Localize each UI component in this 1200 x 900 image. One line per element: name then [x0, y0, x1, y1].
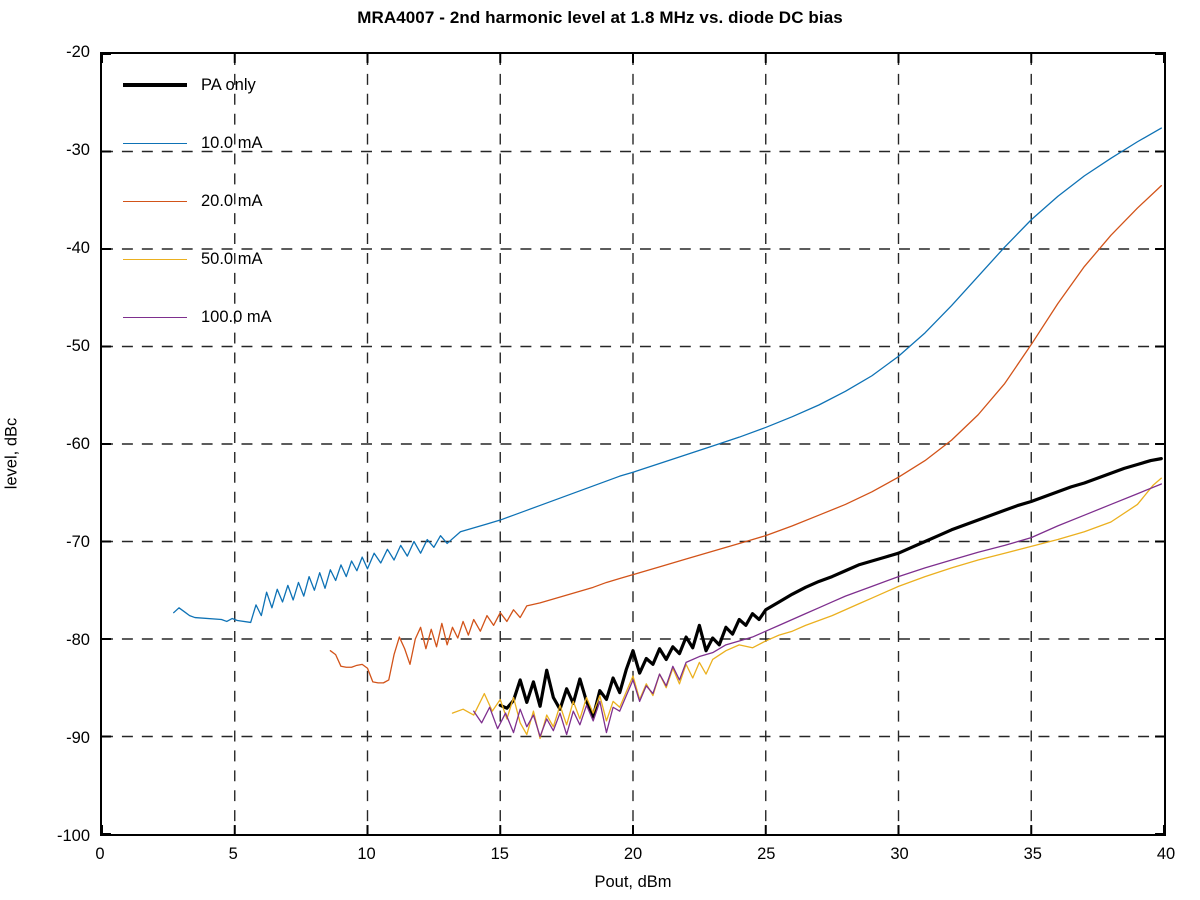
legend-item-1[interactable]: 10.0 mA: [123, 128, 262, 158]
gridlines: [102, 54, 1164, 834]
legend-item-0[interactable]: PA only: [123, 70, 256, 100]
y-tick-label: -60: [66, 434, 90, 453]
legend-item-label: 10.0 mA: [201, 133, 263, 152]
legend-item-label: 100.0 mA: [201, 307, 272, 326]
series-line-2: [329, 184, 1162, 684]
legend-line-swatch-3: [123, 258, 187, 260]
y-axis-label: level, dBc: [2, 417, 21, 490]
series-line-0: [498, 457, 1163, 719]
y-tick-label: -30: [66, 140, 90, 159]
legend-line-swatch-1: [123, 142, 187, 144]
y-tick-label: -90: [66, 728, 90, 747]
x-tick-label: 40: [1156, 845, 1176, 863]
legend-item-label: 20.0 mA: [201, 191, 263, 210]
x-tick-label: 5: [228, 845, 238, 863]
legend-line-swatch-2: [123, 200, 187, 202]
x-tick-label: 30: [890, 845, 909, 863]
x-tick-label: 20: [623, 845, 643, 863]
plot-svg: [102, 54, 1164, 834]
plot-area: [100, 52, 1166, 836]
series-line-1: [173, 127, 1162, 624]
legend-item-2[interactable]: 20.0 mA: [123, 186, 262, 216]
legend-item-3[interactable]: 50.0 mA: [123, 244, 262, 274]
legend-item-label: PA only: [201, 75, 256, 94]
y-tick-label: -100: [56, 826, 90, 845]
legend-line-swatch-4: [123, 316, 187, 318]
page-title: MRA4007 - 2nd harmonic level at 1.8 MHz …: [357, 8, 843, 27]
legend-item-label: 50.0 mA: [201, 249, 263, 268]
y-tick-label: -50: [66, 336, 90, 355]
y-tick-label: -70: [66, 532, 90, 551]
y-tick-label: -20: [66, 42, 90, 61]
series-line-4: [473, 483, 1162, 738]
series-line-3: [451, 477, 1162, 740]
y-tick-label: -80: [66, 630, 90, 649]
legend-item-4[interactable]: 100.0 mA: [123, 302, 272, 332]
legend: PA only 10.0 mA 20.0 mA 50.0 mA 100.0 mA: [123, 70, 341, 326]
x-tick-label: 10: [357, 845, 376, 863]
x-axis-label: Pout, dBm: [594, 873, 672, 891]
legend-line-swatch-0: [123, 83, 187, 87]
data-series-layer: [173, 127, 1163, 740]
x-tick-label: 25: [757, 845, 776, 863]
x-tick-label: 35: [1023, 845, 1042, 863]
y-tick-label: -40: [66, 238, 90, 257]
x-tick-label: 0: [95, 845, 105, 863]
x-tick-label: 15: [490, 845, 509, 863]
